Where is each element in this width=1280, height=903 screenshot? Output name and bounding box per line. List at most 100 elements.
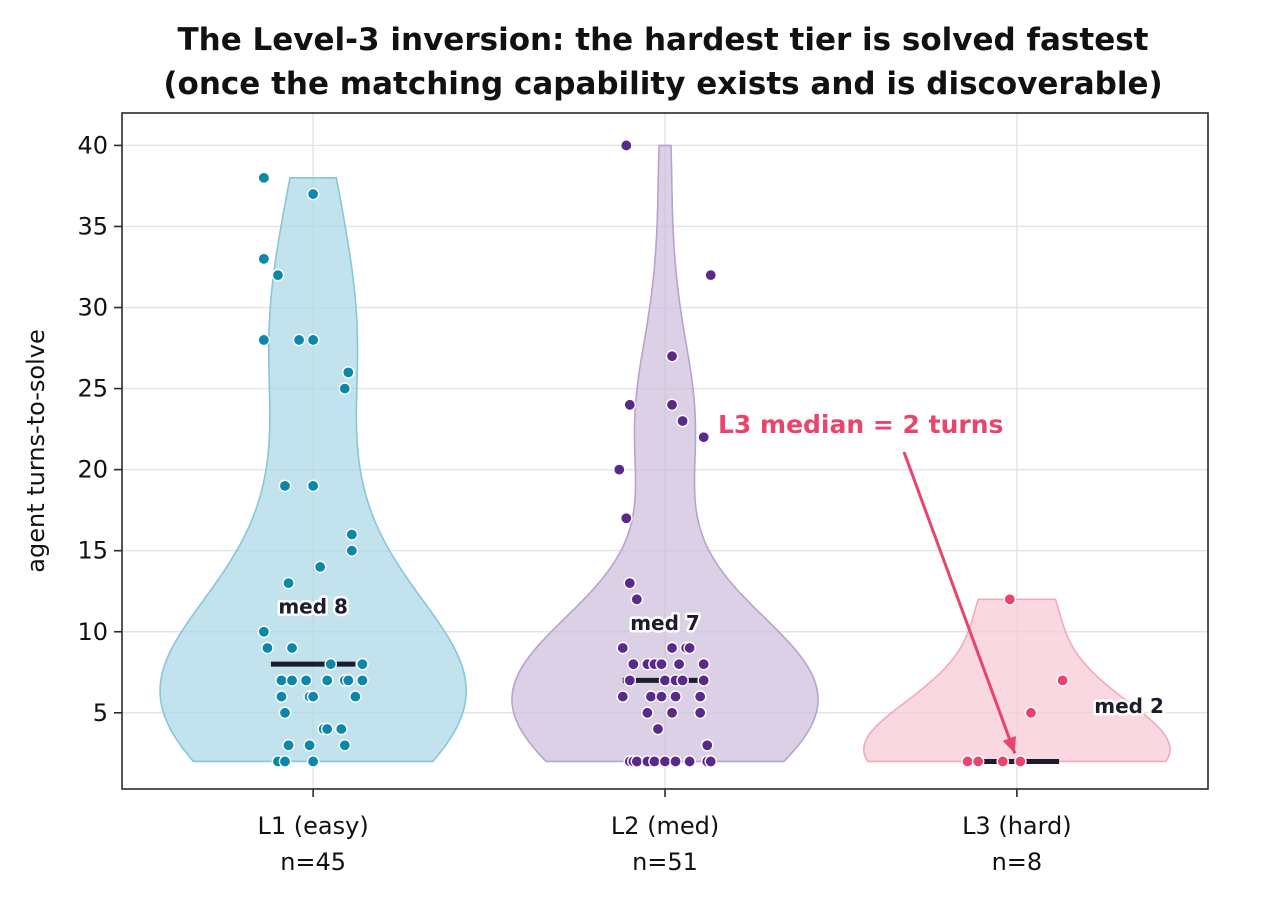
- median-labels: med 8 med 7 med 2: [276, 592, 1167, 720]
- data-point: [700, 738, 714, 752]
- data-point: [306, 187, 320, 201]
- data-point: [282, 738, 295, 752]
- data-point: [693, 690, 707, 703]
- violin-3: [863, 598, 1171, 763]
- data-point: [349, 690, 362, 703]
- data-point: [655, 657, 668, 671]
- x-tick-count: n=8: [992, 848, 1043, 876]
- data-point: [630, 755, 644, 768]
- data-point: [282, 576, 295, 590]
- data-point: [1024, 706, 1038, 720]
- y-tick-label: 5: [93, 699, 108, 727]
- data-point: [697, 674, 711, 687]
- data-point: [658, 755, 672, 768]
- data-point: [612, 463, 626, 476]
- data-point: [697, 430, 711, 444]
- data-point: [320, 674, 334, 687]
- data-point: [324, 657, 338, 671]
- y-tick-label: 25: [77, 375, 108, 403]
- data-point: [306, 333, 320, 347]
- data-point: [271, 268, 285, 282]
- data-point: [616, 690, 630, 703]
- data-point: [676, 674, 689, 687]
- data-point: [641, 706, 654, 720]
- x-tick-label: L3 (hard): [962, 812, 1072, 840]
- data-point: [356, 657, 369, 671]
- data-points: [257, 139, 1069, 768]
- data-point: [1014, 755, 1027, 768]
- data-point: [1003, 593, 1017, 606]
- data-point: [704, 268, 718, 282]
- data-point: [619, 139, 633, 152]
- data-point: [669, 755, 682, 768]
- data-point: [648, 755, 661, 768]
- x-tick-label: L1 (easy): [258, 812, 369, 840]
- data-point: [704, 755, 718, 768]
- data-point: [334, 722, 348, 736]
- y-tick-label: 20: [77, 456, 108, 484]
- data-point: [623, 576, 637, 590]
- x-tick-label: L2 (med): [611, 812, 719, 840]
- data-point: [683, 641, 696, 655]
- data-point: [285, 641, 299, 655]
- data-point: [623, 674, 637, 687]
- median-label: med 8: [278, 595, 348, 619]
- data-point: [278, 479, 292, 493]
- data-point: [961, 755, 974, 768]
- y-tick-label: 10: [77, 618, 108, 646]
- median-label: med 2: [1094, 694, 1164, 718]
- data-point: [278, 755, 292, 768]
- chart-title: The Level-3 inversion: the hardest tier …: [178, 22, 1149, 58]
- data-point: [278, 706, 292, 720]
- x-tick-count: n=51: [632, 848, 698, 876]
- data-point: [658, 674, 672, 687]
- data-point: [313, 560, 327, 574]
- data-point: [619, 511, 633, 525]
- data-point: [665, 706, 679, 720]
- data-point: [623, 398, 637, 412]
- data-point: [665, 641, 679, 655]
- data-point: [676, 414, 689, 428]
- data-point: [630, 593, 644, 606]
- y-tick-label: 35: [77, 212, 108, 240]
- annotation: L3 median = 2 turns: [718, 410, 1017, 754]
- data-point: [257, 171, 271, 185]
- data-point: [285, 674, 299, 687]
- annotation-arrow-line: [902, 451, 1017, 754]
- data-point: [665, 349, 679, 363]
- y-tick-label: 30: [77, 294, 108, 322]
- y-axis-label: agent turns-to-solve: [22, 329, 50, 572]
- y-tick-label: 40: [77, 131, 108, 159]
- data-point: [306, 690, 320, 703]
- data-point: [338, 382, 352, 395]
- data-point: [345, 544, 359, 557]
- data-point: [261, 641, 274, 655]
- data-point: [257, 252, 271, 266]
- violin-2: [511, 144, 819, 763]
- data-point: [320, 722, 334, 736]
- data-point: [275, 674, 288, 687]
- x-tick-count: n=45: [280, 848, 346, 876]
- violins: [159, 144, 1171, 763]
- chart-subtitle: (once the matching capability exists and…: [163, 66, 1162, 102]
- data-point: [697, 657, 711, 671]
- data-point: [627, 657, 640, 671]
- data-point: [655, 690, 668, 703]
- axes: 5 10 15 20 25 30 35 40 L1 (easy) n=45 L2 (med) n=51…: [77, 131, 1071, 876]
- data-point: [669, 690, 682, 703]
- data-point: [971, 755, 985, 768]
- data-point: [996, 755, 1010, 768]
- data-point: [299, 674, 313, 687]
- annotation-arrow-head: [1002, 736, 1016, 754]
- data-point: [1056, 674, 1069, 687]
- data-point: [651, 722, 665, 736]
- violin-1: [159, 177, 467, 763]
- data-point: [257, 625, 271, 639]
- data-point: [292, 333, 306, 347]
- y-tick-label: 15: [77, 537, 108, 565]
- median-label: med 7: [630, 611, 700, 635]
- data-point: [257, 333, 271, 347]
- data-point: [345, 528, 359, 541]
- data-point: [672, 657, 686, 671]
